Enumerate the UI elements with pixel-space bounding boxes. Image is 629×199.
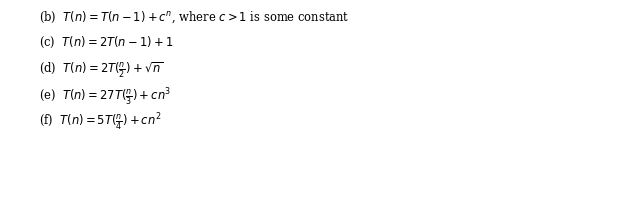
Text: (c)  $T(n) = 2T(n-1) + 1$: (c) $T(n) = 2T(n-1) + 1$ xyxy=(39,35,174,50)
Text: (f)  $T(n) = 5T(\frac{n}{4}) + cn^2$: (f) $T(n) = 5T(\frac{n}{4}) + cn^2$ xyxy=(39,112,161,133)
Text: (d)  $T(n) = 2T(\frac{n}{2}) + \sqrt{n}$: (d) $T(n) = 2T(\frac{n}{2}) + \sqrt{n}$ xyxy=(39,61,164,80)
Text: (b)  $T(n) = T(n-1) + c^n$, where $c > 1$ is some constant: (b) $T(n) = T(n-1) + c^n$, where $c > 1$… xyxy=(39,9,349,25)
Text: (e)  $T(n) = 27T(\frac{n}{3}) + cn^3$: (e) $T(n) = 27T(\frac{n}{3}) + cn^3$ xyxy=(39,87,171,108)
